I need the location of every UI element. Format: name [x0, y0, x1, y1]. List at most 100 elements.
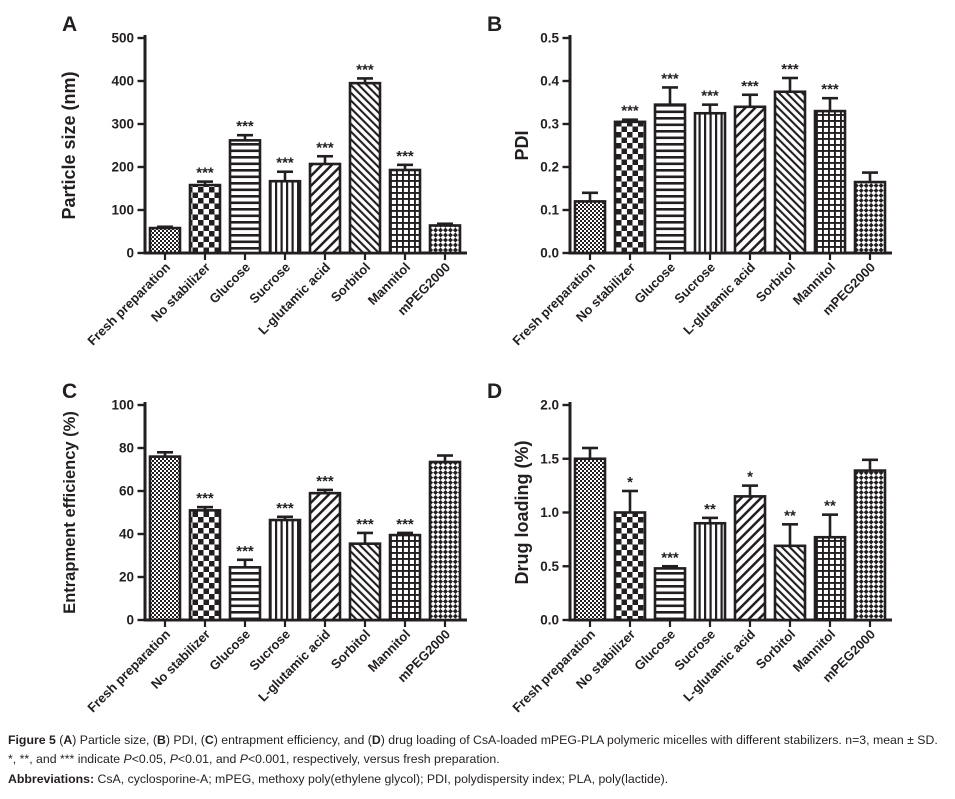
y-tick-label: 0.3 — [540, 117, 559, 132]
y-tick-label: 0 — [126, 613, 134, 628]
caption-text-segment: <0.001, respectively, versus fresh prepa… — [247, 752, 500, 767]
x-category-label-l-glutamic-acid: L-glutamic acid — [255, 259, 333, 337]
bar-sorbitol — [773, 544, 807, 622]
significance-stars: ** — [824, 498, 836, 515]
bar-sucrose — [693, 111, 727, 255]
caption-text-segment: <0.01, and — [177, 752, 240, 767]
significance-stars: ** — [704, 501, 716, 518]
significance-stars: *** — [316, 139, 334, 156]
caption-text-segment: ) entrapment efficiency, and ( — [213, 733, 372, 747]
significance-stars: *** — [356, 61, 374, 78]
bar-no-stabilizer — [188, 183, 222, 255]
y-tick-label: 0.5 — [540, 559, 559, 574]
significance-stars: *** — [236, 118, 254, 135]
y-tick-label: 1.0 — [540, 505, 559, 520]
significance-stars: *** — [316, 473, 334, 490]
bar-mpeg2000 — [853, 180, 887, 255]
y-tick-label: 300 — [111, 117, 134, 132]
x-category-label-glucose: Glucose — [631, 260, 678, 307]
panel-letter-d: D — [487, 380, 502, 403]
caption-text-segment: P — [123, 752, 132, 767]
bar-mannitol — [388, 168, 422, 255]
y-tick-label: 20 — [119, 570, 134, 585]
bar-sucrose — [693, 521, 727, 622]
x-category-label-l-glutamic-acid: L-glutamic acid — [680, 259, 758, 337]
bar-glucose — [228, 139, 262, 255]
y-tick-label: 0.5 — [540, 31, 559, 46]
y-tick-label: 500 — [111, 31, 134, 46]
significance-stars: *** — [741, 78, 759, 95]
significance-stars: *** — [781, 61, 799, 78]
caption-text-segment: ) PDI, ( — [165, 733, 205, 747]
significance-stars: *** — [396, 148, 414, 165]
caption-text-segment: P — [169, 752, 178, 767]
y-tick-label: 100 — [111, 203, 134, 218]
y-tick-label: 60 — [119, 484, 134, 499]
y-tick-label: 0 — [126, 246, 134, 261]
significance-stars: * — [747, 469, 753, 486]
caption-text-segment: ) drug loading of CsA-loaded mPEG-PLA po… — [380, 733, 938, 747]
bar-l-glutamic-acid — [308, 491, 342, 622]
panel-letter-c: C — [62, 380, 77, 403]
bar-mannitol — [813, 535, 847, 622]
y-tick-label: 2.0 — [540, 398, 559, 413]
panel-letter-b: B — [487, 13, 502, 36]
significance-stars: *** — [621, 103, 639, 120]
bar-glucose — [228, 566, 262, 622]
y-tick-label: 0.2 — [540, 160, 559, 175]
bar-mpeg2000 — [428, 460, 462, 622]
significance-stars: *** — [396, 516, 414, 533]
caption-text-segment: Figure 5 — [8, 733, 60, 747]
bar-sucrose — [268, 518, 302, 622]
bar-l-glutamic-acid — [733, 495, 767, 622]
bar-glucose — [653, 567, 687, 622]
caption-text-segment: Abbreviations: — [8, 771, 98, 786]
significance-stars: *** — [196, 490, 214, 507]
x-category-label-glucose: Glucose — [206, 260, 253, 307]
caption-text-segment: CsA, cyclosporine-A; mPEG, methoxy poly(… — [97, 771, 669, 786]
significance-stars: *** — [661, 549, 679, 566]
caption-line-significance: *, **, and *** indicate P<0.05, P<0.01, … — [8, 750, 950, 769]
caption-text-segment: P — [239, 752, 248, 767]
y-axis-title: Particle size (nm) — [59, 71, 79, 219]
caption-text-segment: D — [371, 733, 381, 747]
caption-line-abbreviations: Abbreviations: CsA, cyclosporine-A; mPEG… — [8, 770, 950, 789]
bar-no-stabilizer — [188, 509, 222, 622]
bar-fresh-preparation — [148, 455, 182, 622]
bar-sorbitol — [348, 81, 382, 255]
significance-stars: *** — [661, 70, 679, 87]
significance-stars: *** — [701, 88, 719, 105]
significance-stars: ** — [784, 507, 796, 524]
x-category-label-l-glutamic-acid: L-glutamic acid — [680, 626, 758, 704]
significance-stars: *** — [276, 500, 294, 517]
caption-text-segment: ) Particle size, ( — [72, 733, 157, 747]
bar-mannitol — [388, 533, 422, 622]
bar-mannitol — [813, 109, 847, 255]
x-category-label-glucose: Glucose — [631, 627, 678, 674]
bar-sorbitol — [348, 542, 382, 622]
y-tick-label: 400 — [111, 74, 134, 89]
y-axis-title: Entrapment efficiency (%) — [61, 411, 79, 614]
bar-l-glutamic-acid — [733, 105, 767, 255]
y-tick-label: 0.0 — [540, 613, 559, 628]
bar-l-glutamic-acid — [308, 162, 342, 255]
y-axis-title: Drug loading (%) — [512, 441, 532, 585]
significance-stars: *** — [356, 516, 374, 533]
significance-stars: *** — [276, 155, 294, 172]
caption-line-main: Figure 5 (A) Particle size, (B) PDI, (C)… — [8, 731, 950, 750]
caption-text-segment: *, **, and *** indicate — [8, 752, 124, 767]
y-tick-label: 0.1 — [540, 203, 559, 218]
x-category-label-l-glutamic-acid: L-glutamic acid — [255, 626, 333, 704]
bar-sorbitol — [773, 90, 807, 255]
bar-glucose — [653, 103, 687, 255]
caption-text-segment: A — [63, 733, 73, 747]
y-tick-label: 200 — [111, 160, 134, 175]
y-tick-label: 0.4 — [540, 74, 559, 89]
y-tick-label: 100 — [111, 398, 134, 413]
